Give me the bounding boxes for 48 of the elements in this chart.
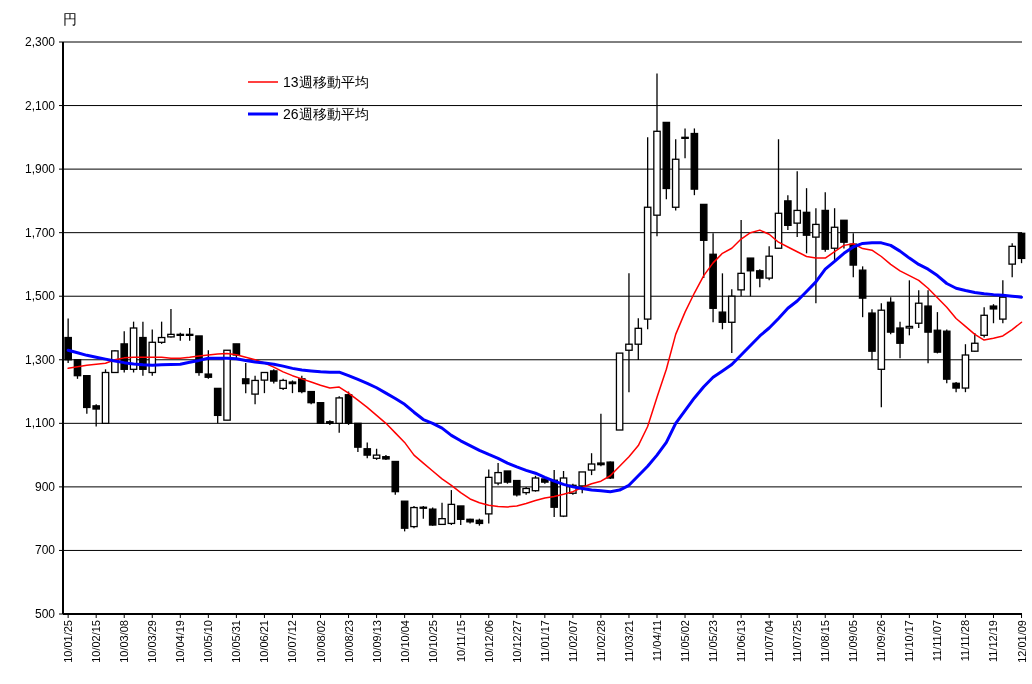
legend-label: 13週移動平均 — [283, 74, 369, 90]
y-tick-label: 1,100 — [24, 416, 56, 431]
x-tick-label: 11/10/17 — [903, 620, 916, 663]
x-tick-label: 10/09/13 — [370, 620, 383, 663]
x-tick-label: 10/08/02 — [314, 620, 327, 663]
x-tick-label: 10/05/31 — [230, 620, 243, 663]
x-tick-label: 10/12/06 — [482, 620, 495, 663]
x-tick-label: 11/12/19 — [987, 620, 1000, 663]
x-tick-label: 10/04/19 — [174, 620, 187, 663]
legend-label: 26週移動平均 — [283, 106, 369, 122]
x-tick-label: 11/03/21 — [622, 620, 635, 663]
y-axis-title: 円 — [63, 11, 77, 27]
x-tick-label: 11/02/28 — [594, 620, 607, 663]
x-tick-label: 10/12/27 — [510, 620, 523, 663]
x-tick-label: 10/10/04 — [398, 620, 411, 663]
x-tick-label: 10/05/10 — [202, 620, 215, 663]
x-tick-label: 12/01/09 — [1015, 620, 1028, 663]
x-tick-label: 11/05/23 — [707, 620, 720, 663]
x-tick-label: 10/03/29 — [146, 620, 159, 663]
y-tick-label: 1,300 — [24, 352, 56, 367]
y-tick-label: 900 — [34, 479, 56, 494]
x-tick-label: 10/06/21 — [258, 620, 271, 663]
x-tick-label: 11/11/07 — [931, 620, 944, 662]
x-tick-label: 10/08/23 — [342, 620, 355, 663]
x-tick-label: 10/01/25 — [62, 620, 75, 663]
x-tick-label: 11/07/04 — [763, 620, 776, 663]
x-tick-label: 11/09/05 — [847, 620, 860, 663]
x-tick-label: 11/01/17 — [538, 620, 551, 663]
x-tick-label: 10/10/25 — [426, 620, 439, 663]
x-tick-label: 11/04/11 — [651, 620, 663, 662]
x-tick-label: 10/11/15 — [454, 620, 467, 663]
y-tick-label: 2,100 — [24, 98, 56, 113]
y-tick-label: 700 — [34, 543, 56, 558]
x-tick-label: 11/02/07 — [566, 620, 579, 663]
x-tick-label: 10/03/08 — [118, 620, 131, 663]
y-tick-label: 1,700 — [24, 225, 56, 240]
x-tick-label: 10/02/15 — [90, 620, 103, 663]
x-tick-label: 11/06/13 — [735, 620, 748, 663]
x-tick-label: 11/08/15 — [819, 620, 832, 663]
x-tick-label: 11/09/26 — [875, 620, 888, 663]
x-tick-label: 11/07/25 — [791, 620, 804, 663]
y-tick-label: 2,300 — [24, 35, 56, 49]
x-tick-label: 11/05/02 — [679, 620, 692, 663]
x-tick-label: 11/11/28 — [959, 620, 972, 662]
y-tick-label: 1,500 — [24, 289, 56, 304]
x-tick-label: 10/07/12 — [286, 620, 299, 663]
y-tick-label: 500 — [34, 607, 56, 621]
y-tick-label: 1,900 — [24, 162, 56, 177]
